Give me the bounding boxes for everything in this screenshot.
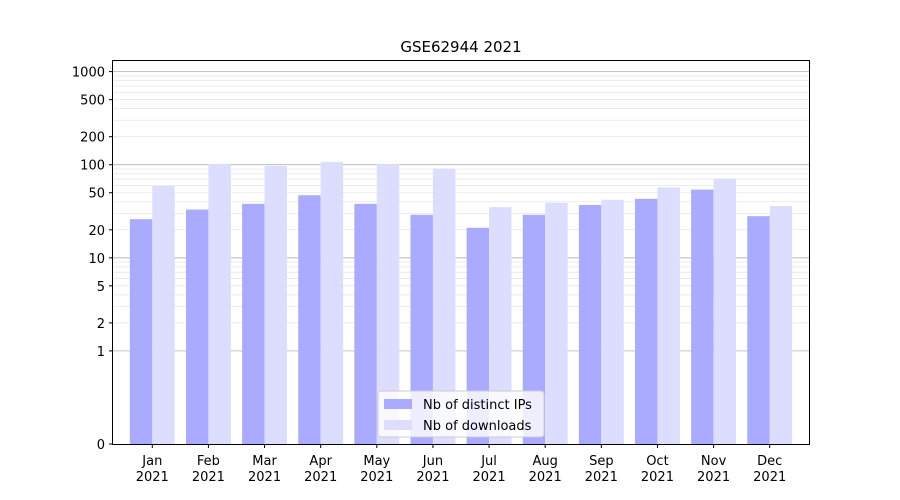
bar [264, 165, 287, 445]
x-tick-label-line: 2021 [641, 470, 674, 485]
bar [298, 195, 321, 444]
x-tick-label-line: 2021 [192, 470, 225, 485]
x-tick-label: Oct 2021 [641, 454, 674, 485]
bar [129, 219, 153, 444]
legend-label: Nb of distinct IPs [423, 398, 532, 413]
x-tick-label-line: 2021 [360, 470, 393, 485]
y-tick-label: 2 [97, 317, 105, 332]
x-tick-label-line: 2021 [473, 470, 506, 485]
x-tick-label-line: Feb [197, 454, 220, 469]
legend-swatch [384, 420, 412, 430]
x-tick-label: May 2021 [360, 454, 393, 485]
x-tick-label: Mar 2021 [248, 454, 281, 485]
bar [376, 164, 400, 444]
bar [152, 186, 175, 444]
bar [601, 199, 624, 444]
x-tick-label-line: Aug [532, 454, 557, 469]
bar [466, 227, 490, 444]
y-tick-label: 1000 [72, 66, 105, 81]
bar [635, 198, 658, 444]
x-tick-label: Feb 2021 [192, 454, 225, 485]
legend: Nb of distinct IPs Nb of downloads [377, 390, 545, 438]
y-axis: 0 1 2 5 10 20 50 100 200 500 1000 [72, 66, 113, 453]
x-tick-label-line: Oct [646, 454, 668, 469]
bar [747, 216, 770, 444]
bar [578, 204, 602, 444]
y-tick-label: 5 [97, 280, 105, 295]
x-tick-label: Nov 2021 [697, 454, 730, 485]
y-tick-label: 0 [97, 438, 105, 453]
bar [769, 206, 793, 444]
x-tick-label-line: 2021 [248, 470, 281, 485]
x-tick-label: Jun 2021 [416, 454, 449, 485]
y-tick-label: 200 [80, 131, 105, 146]
bar [320, 161, 344, 445]
x-tick-label-line: Jun [422, 454, 443, 469]
bar [354, 203, 377, 444]
x-tick-label-line: 2021 [697, 470, 730, 485]
bar [242, 203, 265, 444]
bar [713, 178, 737, 445]
x-tick-label-line: Jan [141, 454, 162, 469]
bar [432, 168, 456, 444]
x-tick-label: Dec 2021 [753, 454, 786, 485]
x-tick-label-line: Jul [480, 454, 497, 469]
bar [545, 202, 568, 444]
y-tick-label: 100 [80, 159, 105, 174]
bars [129, 161, 793, 445]
x-tick-label-line: 2021 [416, 470, 449, 485]
bar [489, 207, 512, 444]
x-tick-label-line: Mar [252, 454, 277, 469]
legend-swatch [384, 399, 412, 409]
x-tick-label-line: Dec [757, 454, 782, 469]
x-tick-label: Jul 2021 [473, 454, 506, 485]
legend-label: Nb of downloads [423, 419, 532, 434]
x-tick-label: Apr 2021 [304, 454, 337, 485]
chart-title: GSE62944 2021 [400, 38, 521, 56]
y-tick-label: 1 [97, 345, 105, 360]
legend-box [377, 390, 545, 438]
y-tick-label: 500 [80, 94, 105, 109]
y-tick-label: 50 [88, 187, 105, 202]
x-tick-label: Sep 2021 [585, 454, 618, 485]
x-tick-label-line: 2021 [529, 470, 562, 485]
bar [208, 163, 231, 444]
x-tick-label: Aug 2021 [529, 454, 562, 485]
y-tick-label: 20 [88, 224, 105, 239]
x-tick-label-line: Sep [589, 454, 614, 469]
y-tick-label: 10 [88, 252, 105, 267]
bar [410, 214, 433, 444]
x-tick-label-line: May [363, 454, 390, 469]
x-tick-label: Jan 2021 [136, 454, 169, 485]
plot-frame [112, 60, 810, 445]
x-tick-label-line: 2021 [136, 470, 169, 485]
x-tick-label-line: 2021 [304, 470, 337, 485]
bar [522, 214, 546, 444]
bar [185, 209, 209, 444]
bar [691, 189, 714, 444]
x-tick-label-line: Nov [701, 454, 727, 469]
x-tick-label-line: 2021 [585, 470, 618, 485]
bar [657, 187, 680, 445]
x-tick-label-line: Apr [309, 454, 332, 469]
x-tick-label-line: 2021 [753, 470, 786, 485]
